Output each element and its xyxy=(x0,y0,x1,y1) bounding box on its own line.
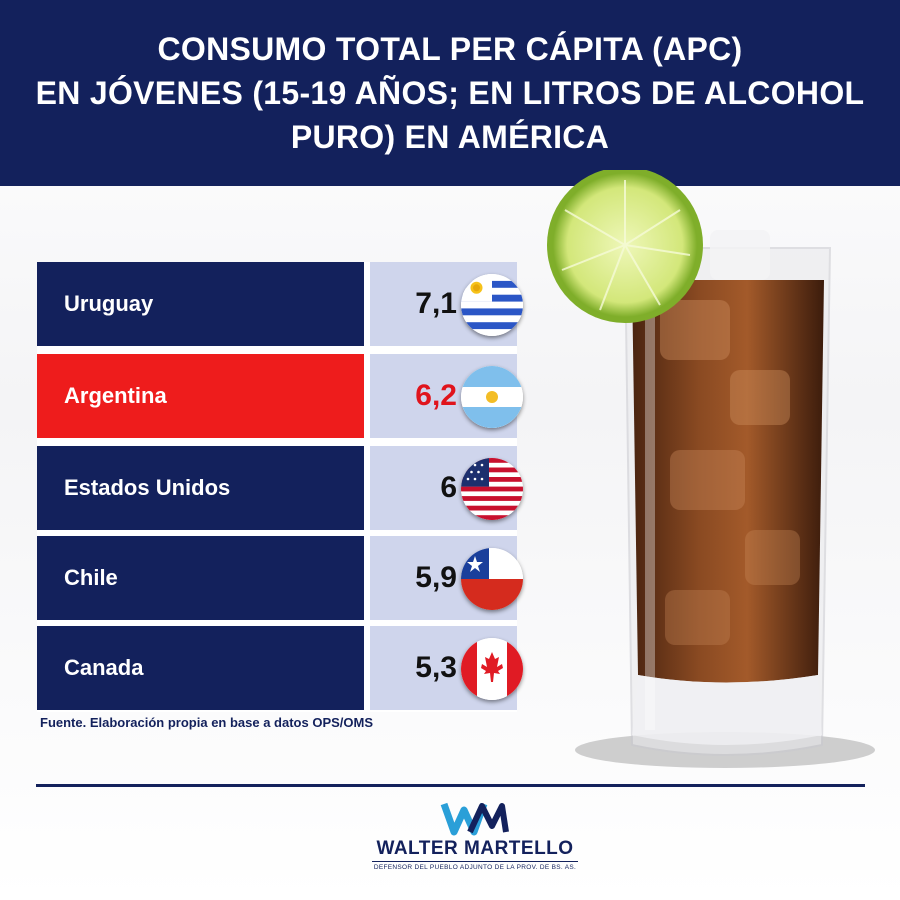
table-row-uruguay: Uruguay 7,1 xyxy=(37,262,523,346)
value-cell: 6 xyxy=(370,446,523,530)
walter-martello-logo: WALTER MARTELLO DEFENSOR DEL PUEBLO ADJU… xyxy=(370,800,580,880)
country-name: Canada xyxy=(37,626,364,710)
country-name: Estados Unidos xyxy=(37,446,364,530)
value-cell: 5,3 xyxy=(370,626,523,710)
source-note: Fuente. Elaboración propia en base a dat… xyxy=(40,715,374,730)
table-row-argentina: Argentina 6,2 xyxy=(37,354,523,438)
country-name: Argentina xyxy=(37,354,364,438)
title-line-3: PURO) EN AMÉRICA xyxy=(290,119,610,155)
title-line-1: CONSUMO TOTAL PER CÁPITA (APC) xyxy=(157,31,743,67)
iced-drink-with-lime-icon xyxy=(540,167,900,780)
title-line-2: EN JÓVENES (15-19 AÑOS; EN LITROS DE ALC… xyxy=(35,75,865,111)
argentina-flag-icon xyxy=(461,366,523,428)
country-name: Uruguay xyxy=(37,262,364,346)
logo-name: WALTER MARTELLO xyxy=(376,838,574,859)
title-banner: CONSUMO TOTAL PER CÁPITA (APC) EN JÓVENE… xyxy=(0,0,900,186)
table-row-chile: Chile 5,9 xyxy=(37,536,523,620)
table-row-canada: Canada 5,3 xyxy=(37,626,523,710)
value-label: 6 xyxy=(440,471,457,504)
logo-subtitle: DEFENSOR DEL PUEBLO ADJUNTO DE LA PROV. … xyxy=(373,864,577,871)
value-label: 6,2 xyxy=(415,379,457,412)
value-label: 5,3 xyxy=(415,651,457,684)
wm-logo-mark-icon xyxy=(440,802,509,836)
uruguay-flag-icon xyxy=(461,274,523,336)
logo-rule xyxy=(372,861,578,862)
divider xyxy=(36,784,865,787)
table-row-estados-unidos: Estados Unidos 6 xyxy=(37,446,523,530)
value-cell: 5,9 xyxy=(370,536,523,620)
chile-flag-icon xyxy=(461,548,523,610)
value-label: 7,1 xyxy=(415,287,457,320)
consumption-table: Uruguay 7,1 Argentina 6,2 xyxy=(37,262,523,712)
canada-flag-icon xyxy=(461,638,523,700)
usa-flag-icon xyxy=(461,458,523,520)
value-label: 5,9 xyxy=(415,561,457,594)
country-name: Chile xyxy=(37,536,364,620)
value-cell: 7,1 xyxy=(370,262,523,346)
value-cell: 6,2 xyxy=(370,354,523,438)
